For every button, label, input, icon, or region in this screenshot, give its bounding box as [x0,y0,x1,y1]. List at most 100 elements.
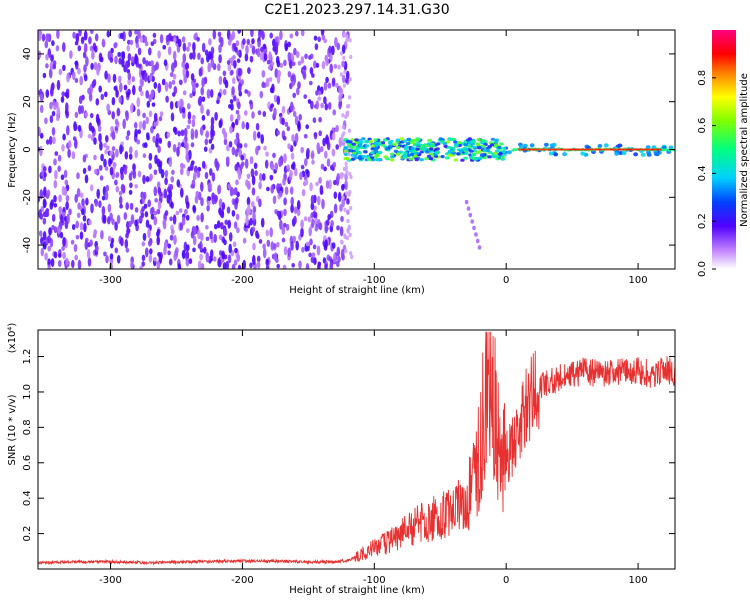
heatmap-cell [131,76,136,83]
heatmap-cell [172,143,177,153]
heatmap-cell [128,30,132,38]
heatmap-cell [155,138,159,148]
heatmap-cell [138,85,142,92]
heatmap-cell [341,125,345,130]
heatmap-cell [41,33,46,42]
heatmap-cell [290,196,295,206]
heatmap-cell [373,149,379,153]
heatmap-cell [347,224,351,230]
heatmap-cell [53,203,58,208]
heatmap-cell [247,90,251,97]
heatmap-cell [38,50,42,59]
heatmap-cell [640,152,646,157]
heatmap-cell [221,250,225,260]
heatmap-cell [129,146,133,155]
heatmap-cell [343,152,349,157]
heatmap-cell [42,198,47,209]
heatmap-cell [135,35,139,45]
heatmap-cell [232,42,237,48]
heatmap-cell [328,256,332,262]
heatmap-cell [228,104,232,109]
heatmap-cell [57,165,61,172]
heatmap-cell [326,158,331,167]
heatmap-cell [263,145,267,151]
heatmap-cell [304,179,309,186]
heatmap-cell [316,245,321,256]
heatmap-cell [130,260,134,269]
heatmap-cell [206,54,210,63]
heatmap-cell [302,65,307,71]
heatmap-cell [42,72,47,79]
figure-title: C2E1.2023.297.14.31.G30 [264,2,449,18]
heatmap-cell [118,75,122,84]
heatmap-cell [283,153,287,164]
heatmap-cell [189,52,193,60]
heatmap-cell [137,129,141,135]
heatmap-cell [519,145,524,150]
heatmap-cell [265,258,270,266]
heatmap-cell [259,90,264,99]
heatmap-cell [137,30,141,39]
heatmap-cell [269,32,274,39]
heatmap-cell [373,155,378,159]
heatmap-cell [305,168,309,175]
heatmap-cell [119,166,124,175]
heatmap-cell [332,253,337,264]
heatmap-cell [278,157,282,168]
heatmap-cell [501,146,507,150]
heatmap-cell [181,106,186,114]
heatmap-cell [190,162,194,171]
heatmap-cell [346,104,350,109]
heatmap-cell [164,210,169,217]
heatmap-cell [190,183,194,189]
heatmap-cell [200,181,204,192]
heatmap-cell [107,73,111,84]
heatmap-cell [156,235,160,246]
heatmap-cell [283,222,287,228]
heatmap-cell [328,179,332,190]
heatmap-cell [111,218,115,225]
heatmap-cell [365,144,370,148]
heatmap-cell [57,260,62,267]
heatmap-cell [396,145,401,150]
heatmap-cell [184,208,188,215]
heatmap-cell [331,45,335,56]
heatmap-cell [335,144,340,150]
heatmap-cell [79,192,84,199]
heatmap-cell [294,167,298,177]
heatmap-cell [120,183,125,192]
heatmap-cell [102,214,107,224]
heatmap-cell [42,231,47,241]
heatmap-cell [61,91,65,97]
heatmap-cell [367,158,372,162]
heatmap-cell [245,121,250,130]
heatmap-cell [317,36,322,43]
heatmap-cell [168,81,172,89]
heatmap-cell [244,158,249,169]
heatmap-cell [290,152,295,160]
heatmap-cell [206,255,210,262]
heatmap-cell [126,91,130,98]
heatmap-cell [370,151,375,155]
heatmap-cell [466,206,471,211]
heatmap-cell [298,260,302,269]
heatmap-cell [98,52,103,63]
spectrogram-ytick-label: 40 [22,48,33,61]
heatmap-cell [150,41,155,47]
heatmap-cell [327,101,332,110]
heatmap-cell [341,195,345,200]
heatmap-cell [223,239,227,246]
heatmap-cell [457,140,462,145]
heatmap-cell [111,111,115,120]
heatmap-cell [208,139,213,144]
heatmap-cell [114,221,118,231]
heatmap-cell [42,217,47,225]
heatmap-cell [323,81,328,91]
heatmap-cell [344,173,348,181]
heatmap-cell [62,64,66,72]
heatmap-cell [233,59,237,69]
heatmap-cell [97,117,101,128]
heatmap-cell [279,190,283,198]
heatmap-cell [336,172,341,182]
